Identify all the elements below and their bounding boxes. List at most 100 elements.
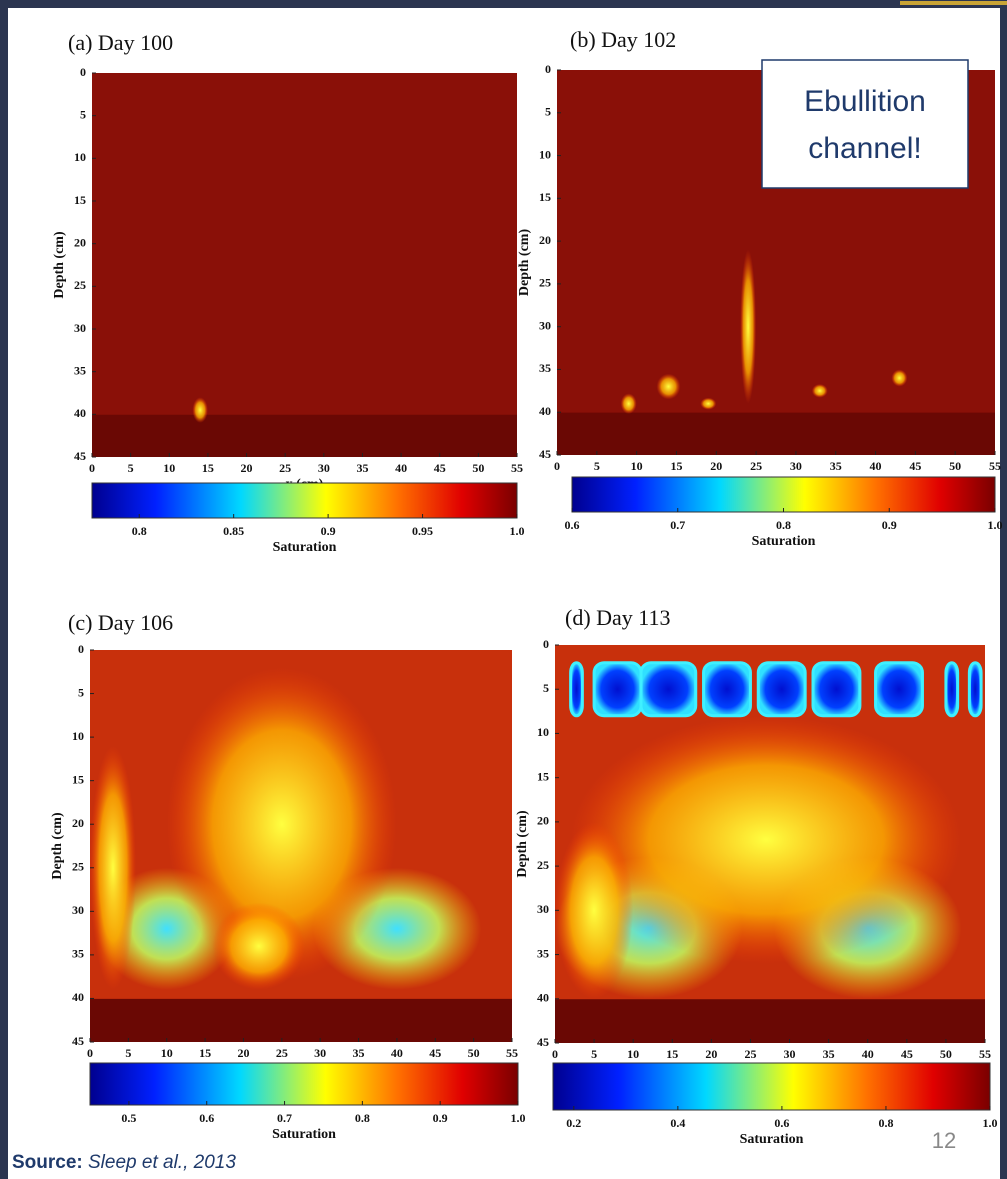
y-axis-label: Depth (cm): [52, 231, 67, 299]
y-tick-label: 45: [537, 1035, 549, 1049]
heatmap-texture: [555, 821, 634, 999]
y-tick-label: 40: [74, 406, 86, 420]
colorbar-tick-label: 1.0: [988, 518, 1003, 532]
colorbar-tick-label: 0.8: [776, 518, 791, 532]
heatmap-texture: [874, 661, 924, 718]
y-tick-label: 5: [78, 685, 84, 699]
panel-title: (d) Day 113: [565, 605, 671, 630]
x-tick-label: 25: [744, 1047, 756, 1061]
y-tick-label: 15: [537, 769, 549, 783]
y-tick-label: 35: [72, 947, 84, 961]
x-tick-label: 15: [666, 1047, 678, 1061]
colorbar-tick-label: 1.0: [983, 1116, 998, 1130]
heatmap-bottom: [92, 414, 517, 457]
y-tick-label: 15: [539, 190, 551, 204]
heatmap-texture: [811, 661, 862, 718]
x-tick-label: 5: [128, 461, 134, 475]
x-tick-label: 35: [823, 1047, 835, 1061]
colorbar-label: Saturation: [752, 534, 816, 549]
x-tick-label: 35: [353, 1046, 365, 1060]
y-tick-label: 45: [539, 447, 551, 461]
x-tick-label: 30: [318, 461, 330, 475]
colorbar-tick-label: 0.6: [565, 518, 580, 532]
x-tick-label: 40: [395, 461, 407, 475]
y-tick-label: 15: [72, 772, 84, 786]
y-tick-label: 25: [537, 858, 549, 872]
colorbar-tick-label: 1.0: [511, 1111, 526, 1125]
y-tick-label: 25: [539, 276, 551, 290]
y-tick-label: 40: [539, 404, 551, 418]
heatmap-texture: [700, 397, 717, 410]
x-tick-label: 0: [89, 461, 95, 475]
x-tick-label: 5: [125, 1046, 131, 1060]
heatmap-texture: [569, 661, 584, 718]
x-tick-label: 50: [472, 461, 484, 475]
colorbar-tick-label: 0.85: [223, 524, 244, 538]
colorbar-tick-label: 0.9: [882, 518, 897, 532]
x-tick-label: 20: [241, 461, 253, 475]
y-tick-label: 45: [72, 1034, 84, 1048]
y-tick-label: 0: [545, 62, 551, 76]
y-tick-label: 40: [72, 990, 84, 1004]
x-tick-label: 55: [511, 461, 523, 475]
heatmap-bottom: [90, 998, 512, 1042]
heatmap-texture: [967, 661, 983, 718]
x-tick-label: 55: [989, 459, 1001, 473]
y-tick-label: 5: [543, 681, 549, 695]
x-tick-label: 20: [710, 459, 722, 473]
heatmap-texture: [166, 667, 397, 982]
heatmap-texture: [702, 661, 752, 718]
y-tick-label: 0: [78, 642, 84, 656]
y-tick-label: 10: [72, 729, 84, 743]
x-tick-label: 45: [429, 1046, 441, 1060]
colorbar-tick-label: 0.6: [774, 1116, 789, 1130]
heatmap-texture: [656, 373, 681, 400]
panel-title: (b) Day 102: [570, 27, 676, 52]
y-tick-label: 35: [537, 946, 549, 960]
y-tick-label: 45: [74, 449, 86, 463]
source-text: Sleep et al., 2013: [88, 1152, 236, 1173]
heatmap-texture: [891, 369, 908, 387]
x-tick-label: 45: [434, 461, 446, 475]
colorbar-tick-label: 0.9: [321, 524, 336, 538]
x-tick-label: 10: [631, 459, 643, 473]
y-tick-label: 35: [74, 363, 86, 377]
x-tick-label: 35: [830, 459, 842, 473]
x-tick-label: 15: [202, 461, 214, 475]
colorbar: [552, 1062, 991, 1111]
heatmap-texture: [756, 661, 807, 718]
x-tick-label: 35: [356, 461, 368, 475]
x-tick-label: 50: [940, 1047, 952, 1061]
heatmap-texture: [740, 249, 757, 404]
y-tick-label: 10: [537, 725, 549, 739]
colorbar-tick-label: 1.0: [510, 524, 525, 538]
colorbar-tick-label: 0.9: [433, 1111, 448, 1125]
y-tick-label: 30: [539, 318, 551, 332]
heatmap-texture: [192, 397, 208, 423]
callout-line: channel!: [808, 132, 921, 165]
page-number: 12: [932, 1128, 956, 1153]
x-tick-label: 50: [949, 459, 961, 473]
x-tick-label: 45: [901, 1047, 913, 1061]
x-tick-label: 10: [161, 1046, 173, 1060]
x-tick-label: 25: [750, 459, 762, 473]
x-tick-label: 5: [594, 459, 600, 473]
colorbar-tick-label: 0.8: [132, 524, 147, 538]
x-tick-label: 55: [979, 1047, 991, 1061]
x-tick-label: 55: [506, 1046, 518, 1060]
x-tick-label: 0: [552, 1047, 558, 1061]
y-tick-label: 0: [543, 637, 549, 651]
colorbar-label: Saturation: [273, 540, 337, 555]
y-tick-label: 5: [545, 105, 551, 119]
y-tick-label: 30: [537, 902, 549, 916]
y-tick-label: 20: [537, 814, 549, 828]
heatmap-texture: [639, 661, 698, 718]
y-tick-label: 25: [72, 860, 84, 874]
x-tick-label: 45: [909, 459, 921, 473]
callout-box: [761, 59, 969, 189]
colorbar-tick-label: 0.6: [199, 1111, 214, 1125]
colorbar-label: Saturation: [740, 1132, 804, 1147]
y-tick-label: 20: [539, 233, 551, 247]
